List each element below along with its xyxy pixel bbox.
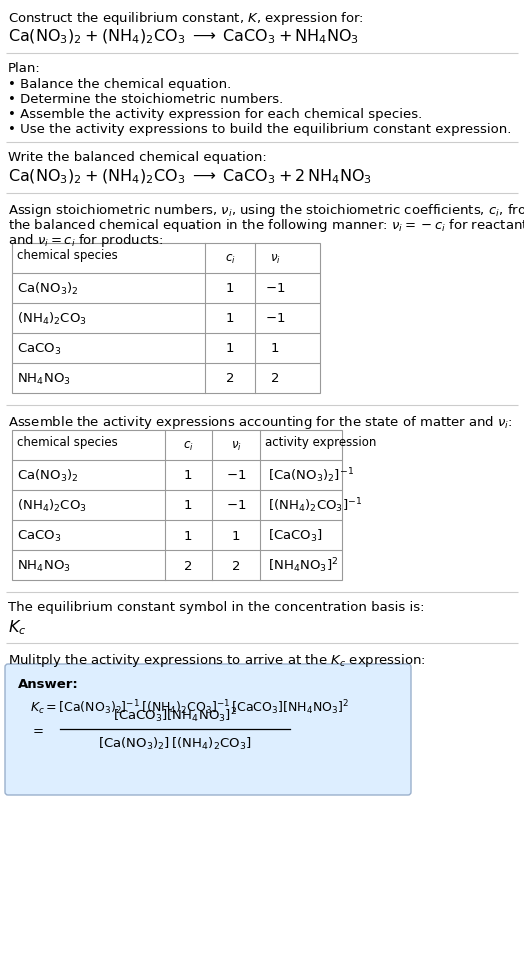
Text: • Use the activity expressions to build the equilibrium constant expression.: • Use the activity expressions to build … [8,123,511,136]
Text: $[\mathrm{Ca(NO_3)_2}]\,[(\mathrm{NH_4})_2\mathrm{CO_3}]$: $[\mathrm{Ca(NO_3)_2}]\,[(\mathrm{NH_4})… [98,735,252,751]
Text: $\nu_i$: $\nu_i$ [231,439,242,452]
Text: chemical species: chemical species [17,248,118,262]
Text: 2: 2 [184,559,192,572]
Text: 1: 1 [184,499,192,511]
Text: 2: 2 [226,372,234,385]
Text: the balanced chemical equation in the following manner: $\nu_i = -c_i$ for react: the balanced chemical equation in the fo… [8,217,524,234]
Text: $2$: $2$ [232,559,241,572]
Text: $\mathrm{NH_4NO_3}$: $\mathrm{NH_4NO_3}$ [17,557,71,573]
Text: Construct the equilibrium constant, $K$, expression for:: Construct the equilibrium constant, $K$,… [8,10,364,27]
Text: 1: 1 [184,529,192,542]
Text: 1: 1 [226,312,234,325]
Text: $[\mathrm{NH_4NO_3}]^2$: $[\mathrm{NH_4NO_3}]^2$ [268,556,339,575]
Text: Write the balanced chemical equation:: Write the balanced chemical equation: [8,151,267,164]
Text: 1: 1 [226,283,234,295]
Text: $c_i$: $c_i$ [183,439,193,452]
Bar [12,430,342,580]
Text: $K_c = [\mathrm{Ca(NO_3)_2}]^{-1}\,[(\mathrm{NH_4})_2\mathrm{CO_3}]^{-1}\,[\math: $K_c = [\mathrm{Ca(NO_3)_2}]^{-1}\,[(\ma… [30,697,349,716]
Text: $\mathrm{(NH_4)_2CO_3}$: $\mathrm{(NH_4)_2CO_3}$ [17,311,87,327]
Text: $c_i$: $c_i$ [225,252,235,265]
Text: 1: 1 [226,342,234,355]
Text: $\mathrm{Ca(NO_3)_2}$: $\mathrm{Ca(NO_3)_2}$ [17,281,79,296]
Text: $\mathrm{NH_4NO_3}$: $\mathrm{NH_4NO_3}$ [17,371,71,386]
Text: $2$: $2$ [270,372,280,385]
Text: $\mathrm{(NH_4)_2CO_3}$: $\mathrm{(NH_4)_2CO_3}$ [17,498,87,513]
Text: Assemble the activity expressions accounting for the state of matter and $\nu_i$: Assemble the activity expressions accoun… [8,414,512,430]
Text: $1$: $1$ [232,529,241,542]
Text: $-1$: $-1$ [265,283,285,295]
Text: Mulitply the activity expressions to arrive at the $K_c$ expression:: Mulitply the activity expressions to arr… [8,651,426,668]
Text: and $\nu_i = c_i$ for products:: and $\nu_i = c_i$ for products: [8,232,163,248]
Text: $-1$: $-1$ [226,469,246,482]
Text: activity expression: activity expression [265,435,376,449]
Text: $[(\mathrm{NH_4})_2\mathrm{CO_3}]^{-1}$: $[(\mathrm{NH_4})_2\mathrm{CO_3}]^{-1}$ [268,496,362,514]
Text: The equilibrium constant symbol in the concentration basis is:: The equilibrium constant symbol in the c… [8,600,424,613]
Bar [12,244,320,393]
Text: $-1$: $-1$ [226,499,246,511]
Text: $1$: $1$ [270,342,280,355]
Text: • Assemble the activity expression for each chemical species.: • Assemble the activity expression for e… [8,108,422,121]
Text: $\mathrm{CaCO_3}$: $\mathrm{CaCO_3}$ [17,341,61,356]
Text: • Balance the chemical equation.: • Balance the chemical equation. [8,78,231,91]
FancyBboxPatch shape [5,664,411,795]
Text: $K_c$: $K_c$ [8,617,26,636]
Text: $-1$: $-1$ [265,312,285,325]
Text: • Determine the stoichiometric numbers.: • Determine the stoichiometric numbers. [8,93,283,106]
Text: $[\mathrm{Ca(NO_3)_2}]^{-1}$: $[\mathrm{Ca(NO_3)_2}]^{-1}$ [268,467,354,485]
Text: $\mathrm{Ca(NO_3)_2+(NH_4)_2CO_3 \;\longrightarrow\; CaCO_3+2\,NH_4NO_3}$: $\mathrm{Ca(NO_3)_2+(NH_4)_2CO_3 \;\long… [8,168,372,186]
Text: 1: 1 [184,469,192,482]
Text: Answer:: Answer: [18,678,79,690]
Text: $[\mathrm{CaCO_3}]$: $[\mathrm{CaCO_3}]$ [268,527,323,544]
Text: chemical species: chemical species [17,435,118,449]
Text: $[\mathrm{CaCO_3}][\mathrm{NH_4NO_3}]^2$: $[\mathrm{CaCO_3}][\mathrm{NH_4NO_3}]^2$ [113,706,237,725]
Text: $=$: $=$ [30,723,44,735]
Text: $\mathrm{Ca(NO_3)_2}$: $\mathrm{Ca(NO_3)_2}$ [17,467,79,483]
Text: Assign stoichiometric numbers, $\nu_i$, using the stoichiometric coefficients, $: Assign stoichiometric numbers, $\nu_i$, … [8,201,524,219]
Text: $\mathrm{Ca(NO_3)_2+(NH_4)_2CO_3 \;\longrightarrow\; CaCO_3+NH_4NO_3}$: $\mathrm{Ca(NO_3)_2+(NH_4)_2CO_3 \;\long… [8,28,359,46]
Text: Plan:: Plan: [8,62,41,75]
Text: $\mathrm{CaCO_3}$: $\mathrm{CaCO_3}$ [17,528,61,543]
Text: $\nu_i$: $\nu_i$ [269,252,280,265]
